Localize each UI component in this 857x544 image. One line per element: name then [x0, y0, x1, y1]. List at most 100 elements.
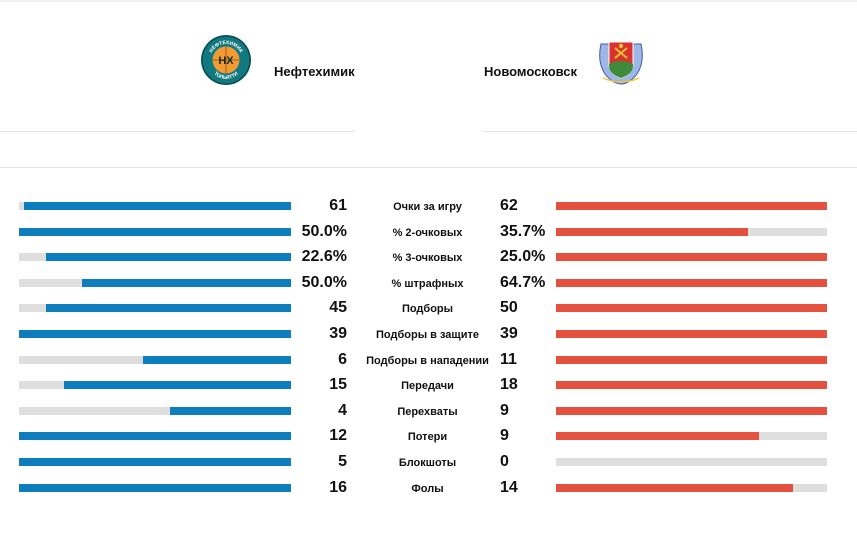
home-stat-bar	[19, 227, 291, 236]
away-stat-bar	[556, 227, 827, 236]
home-stat-bar-fill	[142, 355, 291, 364]
neftekhimik-logo-icon: НХ НЕФТЕХИМИК ТОЛЬЯТТИ	[201, 35, 251, 85]
home-stat-bar-fill	[19, 329, 291, 338]
stat-label: % 2-очковых	[392, 226, 463, 239]
away-stat-bar	[556, 355, 827, 364]
stat-label: % штрафных	[391, 277, 464, 290]
home-stat-value: 22.6%	[301, 248, 347, 266]
home-stat-value: 6	[338, 350, 347, 368]
away-stat-bar	[556, 457, 827, 466]
away-stat-bar	[556, 304, 827, 313]
home-stat-value: 5	[338, 452, 347, 470]
home-stat-value: 12	[329, 427, 347, 445]
home-stat-bar	[19, 253, 291, 262]
top-divider	[0, 0, 857, 2]
away-stat-value: 18	[500, 376, 518, 394]
stats-table: 61 Очки за игру 62 50.0% % 2-очковых 35.7% 22.…	[0, 193, 857, 500]
home-stat-value: 15	[329, 376, 347, 394]
stat-row: 50.0% % 2-очковых 35.7%	[0, 219, 857, 245]
away-stat-bar	[556, 202, 827, 210]
home-stat-bar-fill	[19, 227, 291, 236]
home-stat-bar	[19, 457, 291, 466]
home-stat-bar	[19, 381, 291, 390]
home-stat-bar-fill	[46, 304, 291, 313]
home-stat-value: 16	[329, 478, 347, 496]
home-stat-bar-fill	[170, 406, 291, 415]
home-team[interactable]: НХ НЕФТЕХИМИК ТОЛЬЯТТИ Нефтехимик	[200, 30, 355, 90]
away-stat-value: 35.7%	[500, 222, 546, 240]
home-stat-bar	[19, 202, 291, 210]
home-stat-bar-fill	[46, 253, 291, 262]
away-team[interactable]: Новомосковск	[484, 30, 647, 90]
away-stat-bar-fill	[556, 406, 827, 415]
stat-row: 4 Перехваты 9	[0, 398, 857, 424]
stat-label: Подборы в нападении	[366, 354, 489, 367]
section-divider	[0, 167, 857, 168]
home-stat-bar-fill	[64, 381, 291, 390]
away-stat-value: 39	[500, 324, 518, 342]
stat-label: Подборы в защите	[376, 328, 479, 341]
stat-row: 39 Подборы в защите 39	[0, 321, 857, 347]
away-stat-bar-fill	[556, 253, 827, 262]
away-stat-value: 14	[500, 478, 518, 496]
stat-row: 12 Потери 9	[0, 423, 857, 449]
home-stat-bar-fill	[19, 457, 291, 466]
stat-label: Блокшоты	[398, 456, 457, 469]
stat-row: 15 Передачи 18	[0, 372, 857, 398]
away-stat-bar-fill	[556, 381, 827, 390]
stat-row: 6 Подборы в нападении 11	[0, 347, 857, 373]
stat-row: 50.0% % штрафных 64.7%	[0, 270, 857, 296]
stat-row: 45 Подборы 50	[0, 295, 857, 321]
away-stat-bar-fill	[556, 432, 760, 441]
away-stat-bar-fill	[556, 227, 749, 236]
home-stat-bar-fill	[19, 432, 291, 441]
svg-text:ТОЛЬЯТТИ: ТОЛЬЯТТИ	[213, 71, 240, 82]
away-stat-bar	[556, 406, 827, 415]
home-stat-bar-fill	[81, 278, 291, 287]
home-stat-value: 61	[329, 197, 347, 214]
stat-label: Очки за игру	[393, 201, 462, 213]
away-stat-value: 11	[500, 350, 517, 368]
away-stat-bar-fill	[556, 202, 827, 210]
stat-label: % 3-очковых	[392, 252, 463, 265]
svg-text:НХ: НХ	[218, 55, 234, 67]
header-divider-right	[482, 131, 857, 132]
home-stat-value: 50.0%	[301, 222, 347, 240]
home-stat-bar	[19, 278, 291, 287]
stat-row: 22.6% % 3-очковых 25.0%	[0, 244, 857, 270]
home-stat-value: 4	[338, 401, 347, 419]
away-stat-bar-fill	[556, 278, 827, 287]
away-stat-bar	[556, 483, 827, 492]
away-team-name[interactable]: Новомосковск	[484, 63, 578, 79]
away-stat-value: 64.7%	[500, 273, 546, 291]
away-stat-bar	[556, 329, 827, 338]
novomoskovsk-coat-of-arms-icon	[599, 41, 643, 85]
home-team-name[interactable]: Нефтехимик	[274, 63, 355, 79]
away-stat-bar-fill	[556, 329, 827, 338]
stat-row: 5 Блокшоты 0	[0, 449, 857, 475]
stat-label: Перехваты	[397, 405, 458, 418]
away-stat-bar	[556, 381, 827, 390]
home-stat-bar	[19, 329, 291, 338]
stat-label: Подборы	[401, 303, 454, 316]
home-stat-bar	[19, 483, 291, 492]
away-stat-value: 50	[500, 299, 518, 317]
stat-row: 61 Очки за игру 62	[0, 193, 857, 219]
stat-row: 16 Фолы 14	[0, 475, 857, 501]
away-stat-bar-fill	[556, 304, 827, 313]
home-stat-bar-fill	[24, 202, 291, 210]
home-stat-bar	[19, 406, 291, 415]
header-divider-left	[0, 131, 355, 132]
away-stat-value: 9	[500, 401, 509, 419]
home-stat-value: 39	[329, 324, 347, 342]
home-stat-bar	[19, 355, 291, 364]
stat-label: Передачи	[401, 380, 454, 393]
away-stat-bar	[556, 432, 827, 441]
home-stat-value: 45	[329, 299, 347, 317]
away-stat-bar	[556, 253, 827, 262]
away-stat-value: 62	[500, 197, 518, 214]
away-stat-value: 9	[500, 427, 509, 445]
stat-label: Фолы	[411, 482, 444, 495]
away-stat-bar-fill	[556, 355, 827, 364]
home-stat-bar	[19, 304, 291, 313]
